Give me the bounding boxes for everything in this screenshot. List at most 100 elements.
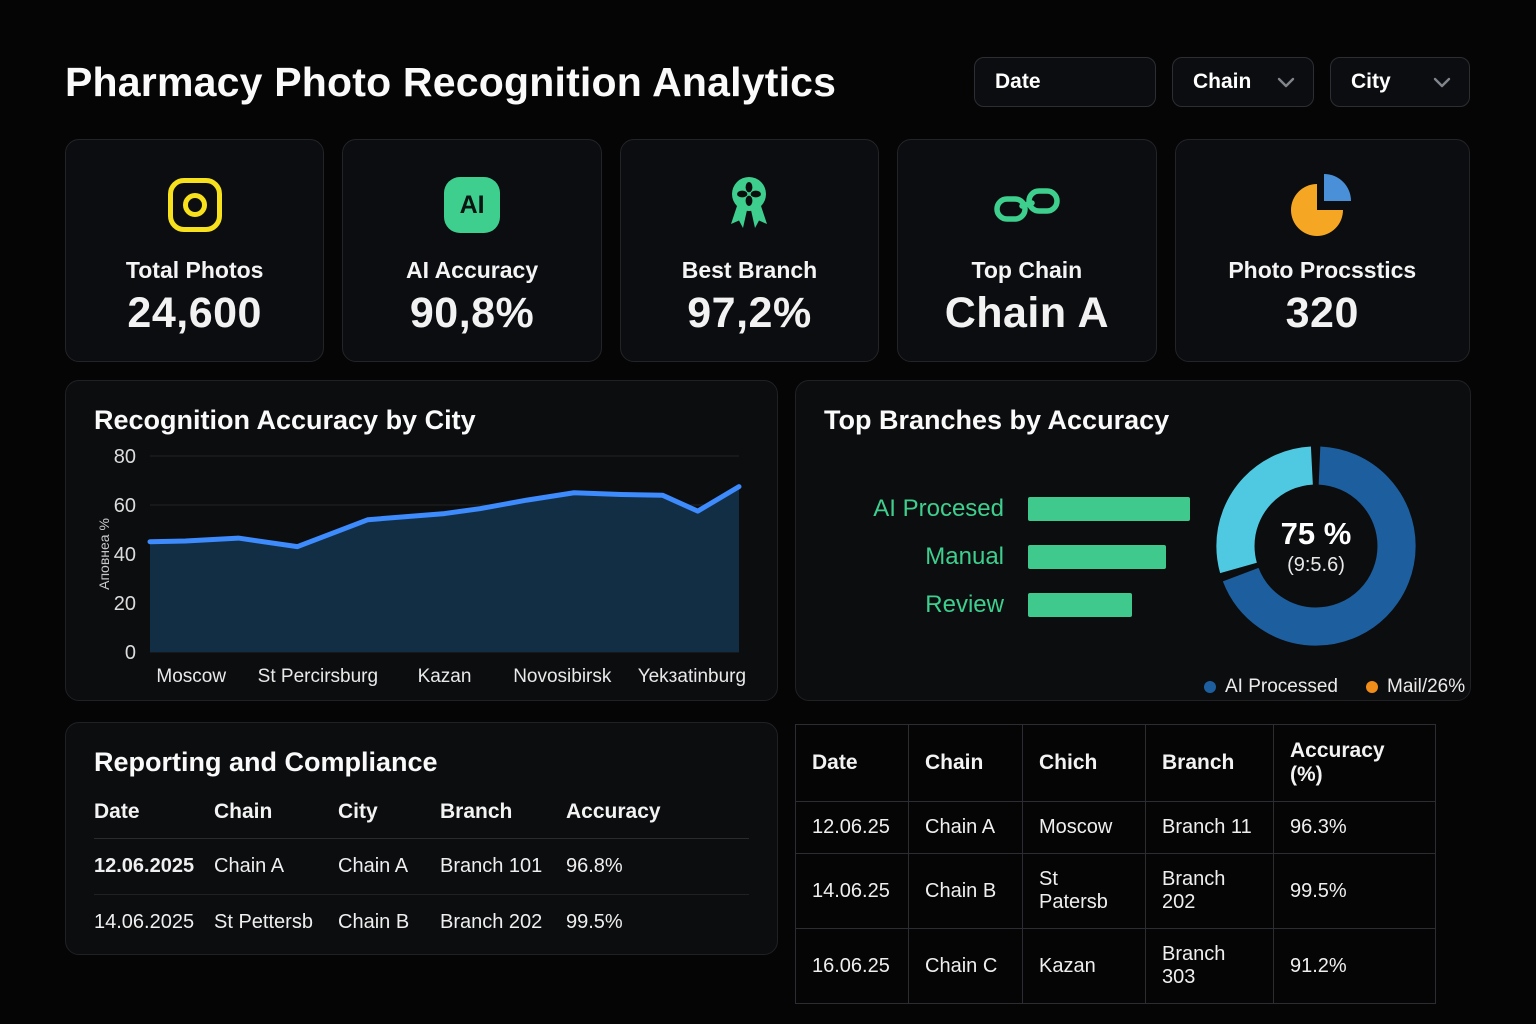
branch-bars-chart: AI Procesed Manual Review	[824, 440, 1210, 698]
table-row: 12.06.2025 Chain A Chain A Branch 101 96.8%	[94, 838, 749, 895]
table-cell: Branch 303	[1145, 928, 1274, 1004]
table-cell: Kazan	[1022, 928, 1146, 1004]
legend-dot-blue	[1204, 681, 1216, 693]
branch-accuracy-table: Date Chain Chich Branch Accuracy (%) 12.06.2…	[795, 724, 1436, 1004]
header: Pharmacy Photo Recognition Analytics Dat…	[65, 50, 1470, 114]
accuracy-line	[147, 484, 742, 550]
panel-title: Reporting and Compliance	[94, 747, 438, 777]
table-cell: Branch 202	[440, 911, 543, 933]
table-cell: 12.06.25	[795, 801, 909, 854]
legend-label: AI Processed	[1225, 676, 1338, 697]
donut-center: 75 % (9:5.6)	[1210, 440, 1422, 652]
table-cell: 91.2%	[1273, 928, 1436, 1004]
kpi-row: Total Photos 24,600 AI AI Accuracy 90,8%	[65, 139, 1470, 362]
kpi-card-photo-statistics: Photo Procsstics 320	[1174, 139, 1470, 362]
donut-segment	[1216, 446, 1416, 646]
page-title: Pharmacy Photo Recognition Analytics	[65, 58, 837, 105]
table-cell: Chain B	[338, 911, 410, 933]
x-category-label: Kazan	[418, 666, 472, 687]
y-tick-label: 80	[114, 446, 136, 468]
city-filter-button[interactable]: City	[1330, 57, 1470, 107]
x-category-label: Yekзatinburg	[638, 666, 746, 687]
reporting-table: Date Chain City Branch Accuracy 12.06.2025 Ch…	[94, 788, 749, 950]
bar-segment	[1028, 593, 1132, 617]
column-header: Chain	[908, 724, 1023, 802]
table-cell: 14.06.2025	[94, 911, 195, 933]
chevron-down-icon	[1277, 77, 1295, 87]
chain-filter-label: Chain	[1193, 70, 1252, 93]
processing-donut-chart: 75 % (9:5.6) AI Processed Mail/26%	[1204, 440, 1465, 698]
chain-link-icon	[993, 173, 1061, 237]
kpi-card-best-branch: Best Branch 97,2%	[619, 139, 880, 362]
table-cell: Chain A	[214, 838, 338, 895]
reporting-compliance-panel: Reporting and Compliance Date Chain City Br…	[65, 722, 778, 955]
bar-row: Review	[824, 591, 1210, 618]
bar-segment	[1028, 545, 1166, 569]
chevron-down-icon	[1433, 77, 1451, 87]
ai-badge-icon: AI	[444, 173, 501, 237]
area-fill	[150, 486, 739, 652]
table-cell: 14.06.25	[795, 853, 909, 929]
donut-segment	[1216, 446, 1416, 646]
panel-title: Recognition Accuracy by City	[94, 405, 476, 435]
kpi-card-total-photos: Total Photos 24,600	[65, 139, 325, 362]
column-header: Date	[795, 724, 909, 802]
y-tick-label: 20	[114, 593, 136, 615]
date-filter-label: Date	[995, 70, 1041, 93]
kpi-label: Best Branch	[681, 257, 818, 283]
kpi-value: 90,8%	[409, 289, 535, 337]
table-row: 14.06.25 Chain B St Patersb Branch 202 99.5%	[795, 853, 1436, 929]
filter-bar: Date Chain City	[974, 57, 1470, 107]
accuracy-area-chart: 0 20 40 60 80 Аповнеа % Moscow St Percirsburg Ka…	[96, 446, 746, 687]
column-header: Accuracy	[566, 788, 749, 839]
kpi-label: AI Accuracy	[406, 257, 539, 283]
y-axis-label: Аповнеа %	[96, 518, 112, 590]
table-row: 14.06.2025 St Pettersb Chain B Branch 202 99…	[94, 895, 749, 951]
chain-filter-button[interactable]: Chain	[1172, 57, 1314, 107]
bar-row: AI Procesed	[824, 495, 1210, 522]
date-filter-button[interactable]: Date	[974, 57, 1156, 107]
column-header: Branch	[1145, 724, 1274, 802]
table-header-row: Date Chain City Branch Accuracy	[94, 788, 749, 839]
x-category-label: Moscow	[156, 666, 226, 687]
donut-legend: AI Processed Mail/26%	[1204, 676, 1465, 698]
table-cell: 99.5%	[566, 911, 623, 933]
kpi-label: Total Photos	[125, 257, 264, 283]
table-cell: Chain B	[908, 853, 1023, 929]
kpi-label: Top Chain	[971, 257, 1083, 283]
pie-chart-icon	[1291, 173, 1353, 237]
branch-accuracy-table-wrap: Date Chain Chich Branch Accuracy (%) 12.06.2…	[795, 724, 1455, 1004]
legend-label: Mail/26%	[1387, 676, 1466, 697]
kpi-label: Photo Procsstics	[1228, 257, 1417, 283]
table-row: 16.06.25 Chain C Kazan Branch 303 91.2%	[795, 928, 1436, 1004]
medal-icon	[723, 173, 775, 237]
y-tick-label: 0	[125, 642, 136, 664]
bar-segment	[1028, 497, 1190, 521]
column-header: Branch	[440, 788, 566, 839]
column-header: Accuracy (%)	[1273, 724, 1436, 802]
table-cell: Chain A	[338, 838, 440, 895]
kpi-value: 320	[1285, 289, 1359, 337]
top-branches-panel: Top Branches by Accuracy AI Procesed Manu…	[795, 380, 1471, 701]
panel-title: Top Branches by Accuracy	[824, 405, 1170, 435]
y-tick-label: 40	[114, 544, 136, 566]
table-cell: St Patersb	[1022, 853, 1146, 929]
legend-item-ai-processed: AI Processed	[1204, 676, 1338, 698]
table-cell: Branch 11	[1145, 801, 1274, 854]
kpi-value: Chain A	[944, 289, 1110, 337]
bar-row: Manual	[824, 543, 1210, 570]
legend-dot-orange	[1366, 681, 1378, 693]
x-category-label: St Percirsburg	[258, 666, 378, 687]
accuracy-by-city-panel: Recognition Accuracy by City 0 20 40 60 80 Ап…	[65, 380, 778, 701]
column-header: City	[338, 788, 440, 839]
table-cell: 12.06.2025	[94, 838, 214, 895]
x-category-label: Novosibirsk	[513, 666, 612, 687]
donut-center-value: 75 %	[1280, 515, 1352, 551]
bar-category-label: Review	[925, 591, 1004, 618]
table-cell: Chain A	[908, 801, 1023, 854]
table-cell: 16.06.25	[795, 928, 909, 1004]
kpi-value: 24,600	[127, 289, 262, 337]
donut-svg	[1216, 446, 1416, 646]
table-cell: Branch 202	[1145, 853, 1274, 929]
